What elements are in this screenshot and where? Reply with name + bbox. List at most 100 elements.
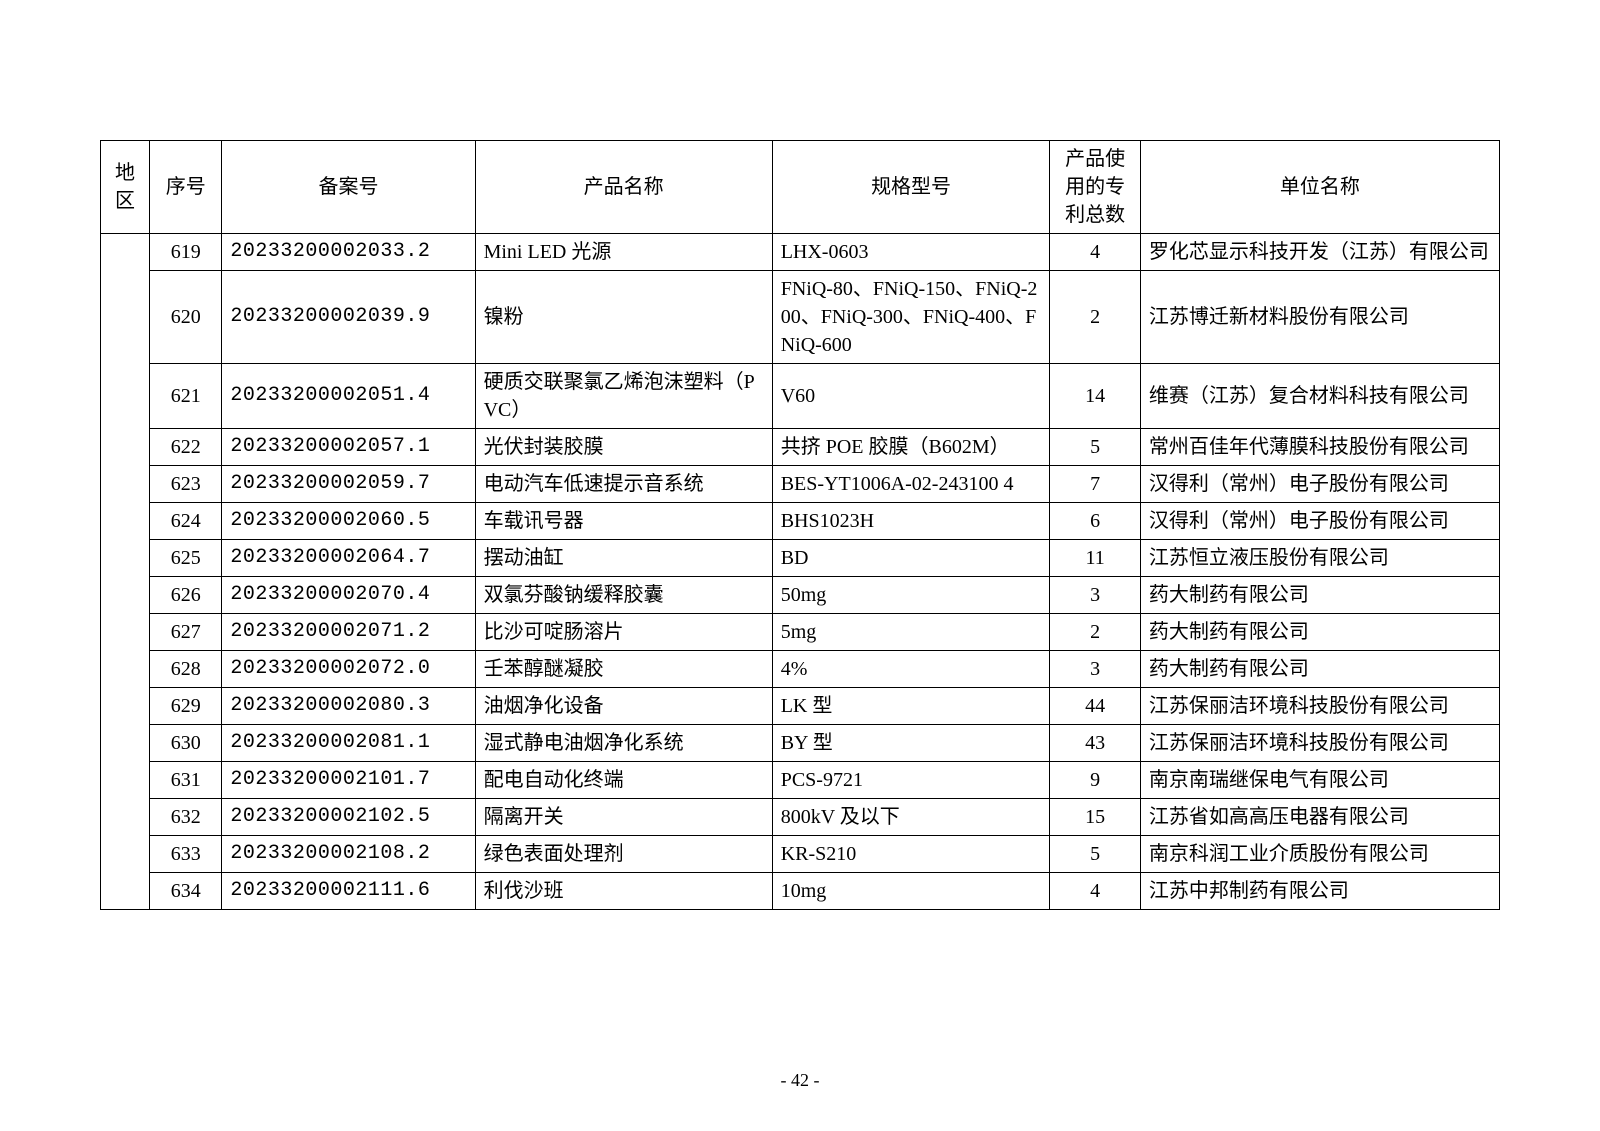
table-row: 62420233200002060.5车载讯号器BHS1023H6汉得利（常州）… bbox=[101, 503, 1500, 540]
col-header-product: 产品名称 bbox=[475, 141, 772, 234]
table-row: 63320233200002108.2绿色表面处理剂KR-S2105南京科润工业… bbox=[101, 836, 1500, 873]
table-row: 63420233200002111.6利伐沙班10mg4江苏中邦制药有限公司 bbox=[101, 873, 1500, 910]
cell-record: 20233200002101.7 bbox=[222, 762, 475, 799]
cell-spec: LHX-0603 bbox=[772, 234, 1050, 271]
cell-company: 罗化芯显示科技开发（江苏）有限公司 bbox=[1140, 234, 1499, 271]
table-header-row: 地区 序号 备案号 产品名称 规格型号 产品使用的专利总数 单位名称 bbox=[101, 141, 1500, 234]
cell-product: 湿式静电油烟净化系统 bbox=[475, 725, 772, 762]
cell-region bbox=[101, 234, 150, 910]
cell-record: 20233200002102.5 bbox=[222, 799, 475, 836]
cell-seq: 624 bbox=[150, 503, 222, 540]
table-row: 62520233200002064.7摆动油缸BD11江苏恒立液压股份有限公司 bbox=[101, 540, 1500, 577]
cell-record: 20233200002051.4 bbox=[222, 364, 475, 429]
table-row: 62120233200002051.4硬质交联聚氯乙烯泡沫塑料（PVC）V601… bbox=[101, 364, 1500, 429]
cell-spec: 5mg bbox=[772, 614, 1050, 651]
cell-product: 壬苯醇醚凝胶 bbox=[475, 651, 772, 688]
records-table: 地区 序号 备案号 产品名称 规格型号 产品使用的专利总数 单位名称 61920… bbox=[100, 140, 1500, 910]
cell-company: 江苏中邦制药有限公司 bbox=[1140, 873, 1499, 910]
col-header-company: 单位名称 bbox=[1140, 141, 1499, 234]
cell-patents: 7 bbox=[1050, 466, 1140, 503]
cell-product: 双氯芬酸钠缓释胶囊 bbox=[475, 577, 772, 614]
cell-record: 20233200002033.2 bbox=[222, 234, 475, 271]
table-row: 62920233200002080.3油烟净化设备LK 型44江苏保丽洁环境科技… bbox=[101, 688, 1500, 725]
cell-record: 20233200002064.7 bbox=[222, 540, 475, 577]
cell-product: 光伏封装胶膜 bbox=[475, 429, 772, 466]
cell-patents: 43 bbox=[1050, 725, 1140, 762]
cell-patents: 14 bbox=[1050, 364, 1140, 429]
cell-product: 绿色表面处理剂 bbox=[475, 836, 772, 873]
table-row: 62720233200002071.2比沙可啶肠溶片5mg2药大制药有限公司 bbox=[101, 614, 1500, 651]
cell-patents: 44 bbox=[1050, 688, 1140, 725]
cell-company: 南京南瑞继保电气有限公司 bbox=[1140, 762, 1499, 799]
cell-seq: 622 bbox=[150, 429, 222, 466]
cell-record: 20233200002059.7 bbox=[222, 466, 475, 503]
page-number: - 42 - bbox=[0, 1070, 1600, 1091]
cell-patents: 2 bbox=[1050, 271, 1140, 364]
table-row: 62020233200002039.9镍粉FNiQ-80、FNiQ-150、FN… bbox=[101, 271, 1500, 364]
cell-patents: 4 bbox=[1050, 234, 1140, 271]
cell-spec: 4% bbox=[772, 651, 1050, 688]
cell-record: 20233200002072.0 bbox=[222, 651, 475, 688]
cell-seq: 620 bbox=[150, 271, 222, 364]
cell-patents: 5 bbox=[1050, 429, 1140, 466]
cell-record: 20233200002111.6 bbox=[222, 873, 475, 910]
cell-product: 利伐沙班 bbox=[475, 873, 772, 910]
cell-product: 比沙可啶肠溶片 bbox=[475, 614, 772, 651]
cell-company: 江苏保丽洁环境科技股份有限公司 bbox=[1140, 688, 1499, 725]
cell-product: 摆动油缸 bbox=[475, 540, 772, 577]
cell-product: 配电自动化终端 bbox=[475, 762, 772, 799]
cell-spec: PCS-9721 bbox=[772, 762, 1050, 799]
cell-company: 药大制药有限公司 bbox=[1140, 651, 1499, 688]
cell-product: 电动汽车低速提示音系统 bbox=[475, 466, 772, 503]
cell-seq: 625 bbox=[150, 540, 222, 577]
cell-patents: 2 bbox=[1050, 614, 1140, 651]
cell-patents: 3 bbox=[1050, 651, 1140, 688]
cell-spec: 共挤 POE 胶膜（B602M） bbox=[772, 429, 1050, 466]
cell-spec: BD bbox=[772, 540, 1050, 577]
cell-company: 维赛（江苏）复合材料科技有限公司 bbox=[1140, 364, 1499, 429]
cell-spec: 10mg bbox=[772, 873, 1050, 910]
cell-record: 20233200002080.3 bbox=[222, 688, 475, 725]
cell-patents: 6 bbox=[1050, 503, 1140, 540]
cell-seq: 621 bbox=[150, 364, 222, 429]
cell-product: 硬质交联聚氯乙烯泡沫塑料（PVC） bbox=[475, 364, 772, 429]
cell-spec: KR-S210 bbox=[772, 836, 1050, 873]
table-row: 63120233200002101.7配电自动化终端PCS-97219南京南瑞继… bbox=[101, 762, 1500, 799]
cell-product: 车载讯号器 bbox=[475, 503, 772, 540]
cell-patents: 9 bbox=[1050, 762, 1140, 799]
cell-seq: 627 bbox=[150, 614, 222, 651]
cell-patents: 11 bbox=[1050, 540, 1140, 577]
cell-company: 汉得利（常州）电子股份有限公司 bbox=[1140, 503, 1499, 540]
cell-company: 药大制药有限公司 bbox=[1140, 577, 1499, 614]
cell-seq: 626 bbox=[150, 577, 222, 614]
cell-company: 江苏恒立液压股份有限公司 bbox=[1140, 540, 1499, 577]
cell-seq: 633 bbox=[150, 836, 222, 873]
cell-spec: BY 型 bbox=[772, 725, 1050, 762]
cell-record: 20233200002057.1 bbox=[222, 429, 475, 466]
col-header-region: 地区 bbox=[101, 141, 150, 234]
col-header-patents: 产品使用的专利总数 bbox=[1050, 141, 1140, 234]
cell-seq: 629 bbox=[150, 688, 222, 725]
table-row: 61920233200002033.2Mini LED 光源LHX-06034罗… bbox=[101, 234, 1500, 271]
cell-company: 江苏博迁新材料股份有限公司 bbox=[1140, 271, 1499, 364]
cell-product: Mini LED 光源 bbox=[475, 234, 772, 271]
cell-spec: 800kV 及以下 bbox=[772, 799, 1050, 836]
cell-seq: 634 bbox=[150, 873, 222, 910]
cell-seq: 628 bbox=[150, 651, 222, 688]
cell-patents: 3 bbox=[1050, 577, 1140, 614]
cell-product: 油烟净化设备 bbox=[475, 688, 772, 725]
cell-seq: 630 bbox=[150, 725, 222, 762]
cell-seq: 632 bbox=[150, 799, 222, 836]
cell-seq: 619 bbox=[150, 234, 222, 271]
cell-company: 常州百佳年代薄膜科技股份有限公司 bbox=[1140, 429, 1499, 466]
col-header-spec: 规格型号 bbox=[772, 141, 1050, 234]
cell-seq: 631 bbox=[150, 762, 222, 799]
cell-company: 汉得利（常州）电子股份有限公司 bbox=[1140, 466, 1499, 503]
col-header-record: 备案号 bbox=[222, 141, 475, 234]
cell-record: 20233200002070.4 bbox=[222, 577, 475, 614]
cell-spec: BES-YT1006A-02-243100 4 bbox=[772, 466, 1050, 503]
cell-company: 江苏省如高高压电器有限公司 bbox=[1140, 799, 1499, 836]
table-body: 61920233200002033.2Mini LED 光源LHX-06034罗… bbox=[101, 234, 1500, 910]
table-row: 62820233200002072.0壬苯醇醚凝胶4%3药大制药有限公司 bbox=[101, 651, 1500, 688]
cell-product: 镍粉 bbox=[475, 271, 772, 364]
